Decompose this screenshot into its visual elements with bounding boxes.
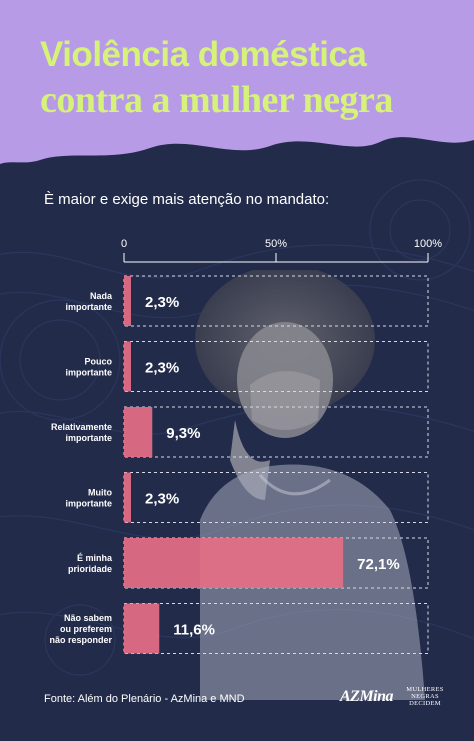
bar bbox=[124, 407, 153, 457]
category-label: importante bbox=[65, 302, 112, 312]
value-label: 2,3% bbox=[145, 294, 179, 311]
category-label: importante bbox=[65, 499, 112, 509]
value-label: 72,1% bbox=[357, 556, 400, 573]
category-label: importante bbox=[65, 368, 112, 378]
bar bbox=[124, 341, 131, 392]
tick-label: 50% bbox=[265, 238, 287, 250]
mnd-logo: MULHERES NEGRAS DECIDEM bbox=[400, 686, 450, 707]
value-label: 2,3% bbox=[145, 360, 179, 377]
bar bbox=[124, 276, 131, 326]
chart-subtitle: È maior e exige mais atenção no mandato: bbox=[44, 191, 330, 208]
bar-frame bbox=[123, 406, 429, 458]
bar-frame bbox=[123, 603, 429, 654]
category-label: prioridade bbox=[68, 564, 112, 574]
mnd-logo-line: MULHERES bbox=[406, 686, 444, 693]
category-label: importante bbox=[65, 433, 112, 443]
azmina-logo: AZMina bbox=[340, 688, 394, 705]
value-label: 2,3% bbox=[145, 491, 179, 508]
title-line-2: contra a mulher negra bbox=[40, 79, 393, 121]
category-label: É minha bbox=[77, 553, 113, 563]
category-label: Nada bbox=[90, 291, 113, 301]
value-label: 11,6% bbox=[173, 622, 215, 639]
tick-label: 100% bbox=[414, 238, 442, 250]
category-label: Muito bbox=[88, 488, 112, 498]
source-note: Fonte: Além do Plenário - AzMina e MND bbox=[44, 693, 245, 705]
mnd-logo-line: DECIDEM bbox=[409, 700, 441, 707]
category-label: Não sabem bbox=[64, 613, 112, 623]
header-band bbox=[0, 0, 474, 164]
bar bbox=[124, 603, 160, 654]
category-label: Pouco bbox=[84, 357, 112, 367]
bar-frame bbox=[123, 341, 429, 392]
bar bbox=[124, 538, 344, 588]
category-label: ou preferem bbox=[60, 624, 112, 634]
bar bbox=[124, 472, 131, 523]
category-label: Relativamente bbox=[51, 422, 112, 432]
tick-label: 0 bbox=[121, 238, 127, 250]
bar-frame bbox=[123, 472, 429, 523]
mnd-logo-line: NEGRAS bbox=[411, 693, 439, 700]
value-label: 9,3% bbox=[166, 425, 200, 442]
category-label: não responder bbox=[49, 635, 112, 645]
title-line-1: Violência doméstica bbox=[40, 35, 367, 74]
bar-frame bbox=[123, 275, 429, 327]
